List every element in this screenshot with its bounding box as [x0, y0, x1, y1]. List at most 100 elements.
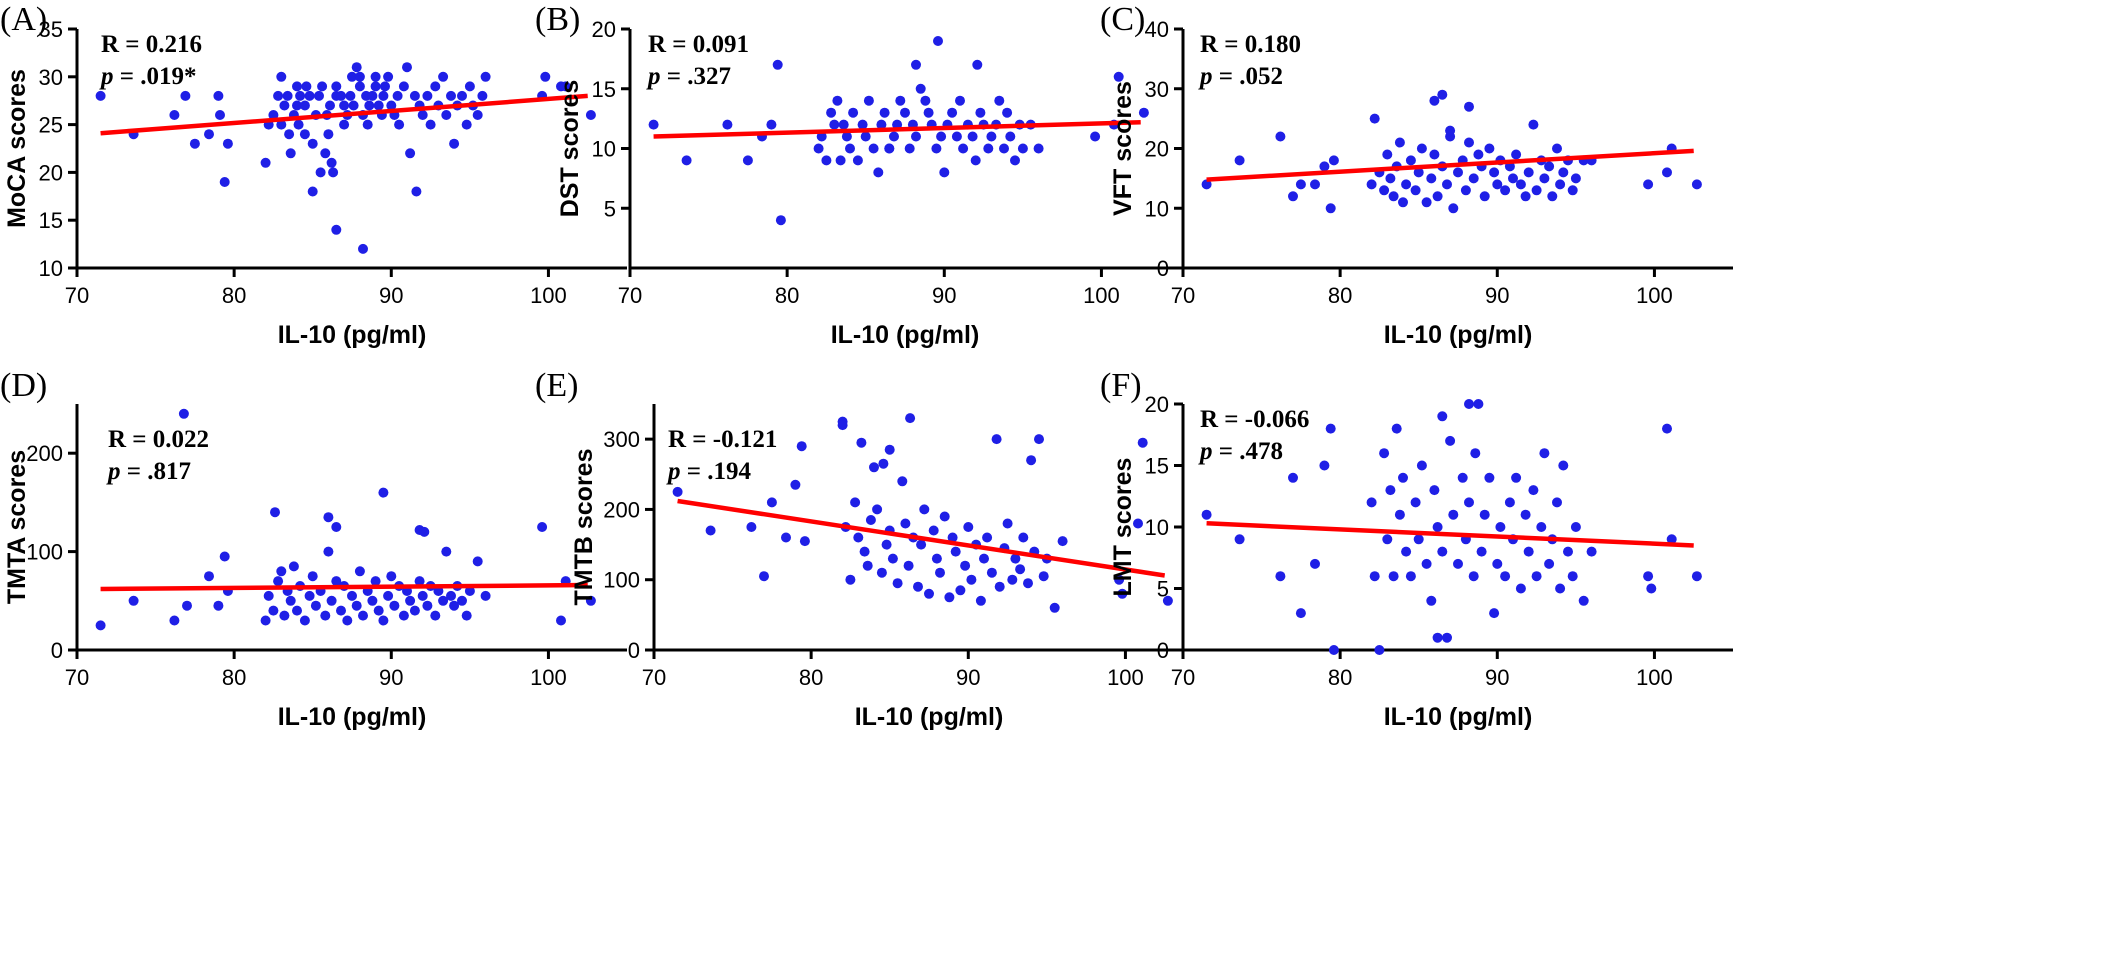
data-point [304, 590, 315, 601]
y-axis-title: VFT scores [1109, 81, 1137, 216]
data-point [1328, 645, 1339, 655]
data-point [292, 81, 302, 92]
data-point [310, 600, 321, 611]
stat-r-value: R = 0.216 [101, 31, 202, 58]
data-point [1432, 632, 1443, 643]
y-tick-label: 30 [1145, 77, 1169, 102]
data-point [975, 595, 986, 606]
data-point [986, 131, 997, 142]
data-point [307, 571, 318, 582]
data-point [307, 138, 318, 149]
data-point [1057, 536, 1068, 547]
data-point [1394, 509, 1405, 520]
data-point [879, 107, 890, 118]
data-point [279, 100, 290, 111]
data-point [1429, 95, 1440, 106]
data-point [887, 553, 898, 564]
data-point [903, 560, 914, 571]
data-point [414, 576, 425, 587]
regression-line [100, 582, 588, 592]
data-point [911, 59, 921, 70]
data-point [345, 90, 356, 101]
data-point [1520, 191, 1531, 202]
x-tick-label: 100 [1083, 283, 1120, 308]
x-axis-title: IL-10 (pg/ml) [278, 703, 427, 731]
chart-panel-4: (D) 0 100 200 70 80 90 100 IL-10 (pg/ml) TMTA sco… [0, 367, 627, 731]
data-point [1495, 522, 1506, 532]
data-point [1090, 131, 1101, 142]
data-point [1511, 472, 1522, 483]
data-point [1275, 571, 1286, 582]
data-point [931, 143, 942, 154]
data-point [1026, 455, 1037, 466]
data-point [354, 81, 365, 92]
data-point [347, 71, 357, 82]
data-point [1489, 167, 1500, 178]
panel-letter: (E) [535, 367, 578, 404]
data-point [889, 131, 899, 142]
data-point [1391, 423, 1402, 434]
data-point [845, 143, 855, 154]
data-point [1410, 185, 1421, 196]
stat-p-number: = .478 [1213, 438, 1284, 465]
data-point [204, 129, 214, 140]
data-point [293, 119, 304, 130]
x-tick-label: 70 [642, 665, 666, 690]
data-point [326, 595, 337, 606]
data-point [411, 186, 422, 197]
data-point [897, 476, 908, 487]
data-point [270, 507, 280, 518]
data-point [1484, 143, 1495, 154]
x-axis-title: IL-10 (pg/ml) [831, 321, 980, 349]
data-point [441, 546, 452, 557]
data-point [1379, 448, 1390, 459]
data-point [829, 119, 840, 130]
data-point [364, 100, 375, 111]
data-point [955, 95, 965, 106]
x-tick-label: 100 [530, 283, 567, 308]
data-point [966, 574, 977, 585]
y-tick-label: 10 [39, 256, 63, 281]
data-point [367, 595, 378, 606]
data-point [884, 143, 895, 154]
data-point [351, 600, 362, 611]
data-point [845, 574, 856, 585]
data-point [213, 600, 224, 611]
data-point [933, 36, 943, 46]
stat-p-number: = .327 [661, 63, 732, 90]
stat-p-label: p [666, 458, 681, 485]
y-tick-label: 35 [39, 17, 63, 42]
data-point [477, 90, 488, 101]
data-point [292, 605, 302, 616]
data-point [928, 525, 939, 536]
data-point [295, 90, 306, 101]
data-point [1385, 173, 1396, 184]
data-point [419, 526, 430, 537]
data-point [856, 437, 867, 448]
y-tick-label: 100 [26, 540, 63, 565]
data-point [373, 100, 384, 111]
data-point [766, 119, 777, 130]
data-point [900, 107, 910, 118]
data-point [1666, 534, 1677, 545]
data-point [884, 444, 895, 455]
data-point [178, 408, 189, 419]
data-point [328, 167, 339, 178]
data-point [944, 592, 955, 603]
data-point [464, 586, 475, 596]
y-tick-label: 10 [1145, 515, 1169, 540]
data-point [1325, 423, 1336, 434]
data-point [916, 539, 927, 550]
data-point [1398, 197, 1408, 208]
data-point [1489, 608, 1500, 619]
data-point [354, 71, 365, 82]
data-point [1464, 137, 1474, 148]
x-tick-label: 90 [379, 665, 403, 690]
data-point [1201, 509, 1212, 520]
data-point [813, 143, 824, 154]
y-axis-title: TMTB scores [570, 449, 598, 606]
data-point [994, 581, 1005, 592]
data-point [1492, 558, 1503, 569]
data-point [339, 119, 350, 130]
